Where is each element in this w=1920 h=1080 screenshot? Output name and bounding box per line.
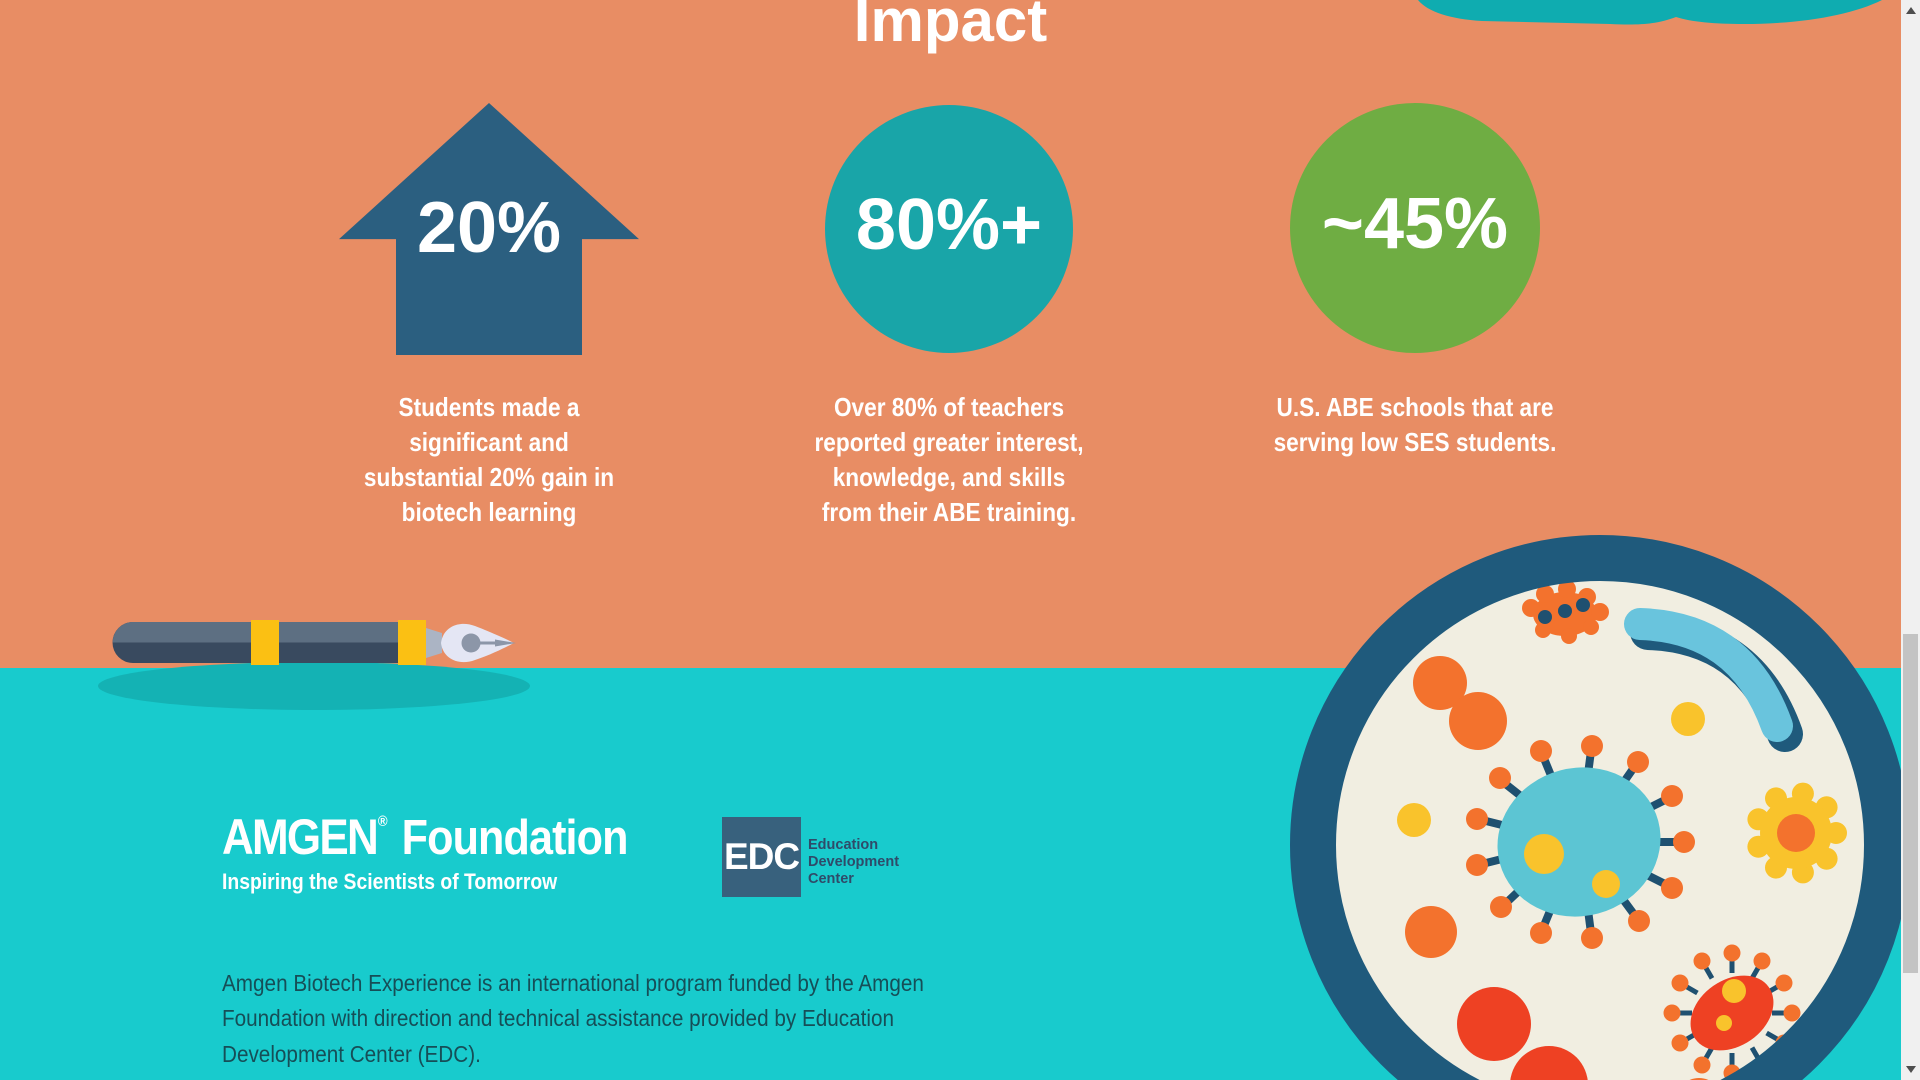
teal-spiky-cell [1466,735,1695,949]
yellow-coccus [1671,702,1705,736]
caption-line: serving low SES students. [1273,427,1557,457]
caption-line: biotech learning [401,497,577,527]
dish-rim [1290,535,1910,1080]
red-cocci [1457,987,1588,1080]
caption-line: U.S. ABE schools that are [1276,392,1554,422]
orange-coccus [1405,906,1457,958]
stat-caption-students: Students made a significant and substant… [298,390,681,530]
stat-value-teachers: 80%+ [855,185,1043,265]
caption-line: significant and [409,427,569,457]
edc-name-line: Development [808,854,900,870]
vertical-scrollbar[interactable] [1901,0,1920,1080]
edc-name-line: Center [808,871,854,887]
foundation-wordmark: Foundation [401,811,629,865]
caption-line: substantial 20% gain in [363,462,615,492]
stat-value-schools: ~45% [1321,184,1509,264]
orange-cocci [1413,656,1507,750]
caption-line: knowledge, and skills [832,462,1066,492]
edc-abbr: EDC [723,836,800,877]
petri-dish-illustration [1290,535,1910,1080]
stat-value-students: 20% [416,188,562,268]
pen-shadow [98,662,530,710]
caption-line: Over 80% of teachers [833,392,1065,422]
caption-line: reported greater interest, [814,427,1084,457]
edc-logo-square: EDC [722,817,801,897]
caption-line: Students made a [398,392,580,422]
scroll-up-icon[interactable] [1905,7,1916,14]
caption-line: from their ABE training. [821,497,1077,527]
edc-logo-name: Education Development Center [808,817,899,897]
scroll-down-icon[interactable] [1905,1066,1916,1073]
stat-caption-teachers: Over 80% of teachers reported greater in… [758,390,1141,530]
program-description: Amgen Biotech Experience is an internati… [222,966,924,1072]
description-line: Development Center (EDC). [222,1040,481,1067]
gear-microbe [1747,782,1847,884]
decorative-blob [1418,0,1882,25]
stat-caption-schools: U.S. ABE schools that are serving low SE… [1224,390,1607,460]
green-stat-circle: ~45% [1290,103,1540,353]
scrollbar-thumb[interactable] [1903,634,1918,973]
teal-stat-circle: 80%+ [825,105,1073,353]
edc-logo: EDC Education Development Center [722,817,899,897]
registered-mark: ® [377,813,388,830]
fountain-pen-illustration [98,620,530,710]
yellow-coccus [1397,803,1431,837]
rod-bacterium [1624,608,1803,752]
splat-microbe [1522,580,1609,644]
amgen-wordmark: AMGEN [222,809,379,865]
amgen-tagline: Inspiring the Scientists of Tomorrow [222,869,558,894]
edc-name-line: Education [808,837,879,853]
description-line: Amgen Biotech Experience is an internati… [222,970,924,996]
description-line: Foundation with direction and technical … [222,1005,895,1032]
amgen-foundation-logo: AMGEN ® Foundation Inspiring the Scienti… [222,812,683,895]
page-title: Impact [853,0,1048,54]
